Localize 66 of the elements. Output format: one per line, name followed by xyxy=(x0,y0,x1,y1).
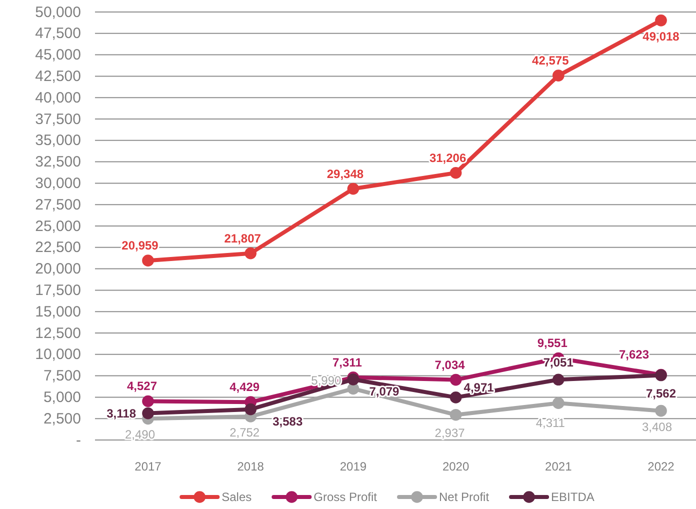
x-tick-label: 2020 xyxy=(442,460,470,474)
data-label: 3,118 xyxy=(106,406,136,420)
point xyxy=(142,407,154,420)
data-label: 29,348 xyxy=(326,166,364,181)
x-tick-label: 2021 xyxy=(545,460,572,474)
data-label: 2,752 xyxy=(230,425,260,440)
y-tick-label: 2,500 xyxy=(43,410,81,428)
y-tick-label: 12,500 xyxy=(35,324,81,342)
x-tick-label: 2017 xyxy=(134,460,162,474)
point xyxy=(552,374,564,386)
data-label: 7,623 xyxy=(618,348,650,362)
point xyxy=(142,395,154,408)
legend-label: Net Profit xyxy=(439,490,490,504)
point xyxy=(450,392,462,404)
x-tick-label: 2022 xyxy=(648,460,675,474)
y-tick-label: 45,000 xyxy=(35,46,81,64)
y-tick-label: 20,000 xyxy=(35,260,81,278)
data-label: 4,311 xyxy=(536,416,566,430)
data-label: 31,206 xyxy=(429,150,466,165)
y-tick-label: 37,500 xyxy=(35,110,81,128)
y-tick-label: - xyxy=(76,432,81,449)
y-tick-label: 50,000 xyxy=(35,4,81,21)
point xyxy=(450,166,462,179)
data-label: 21,807 xyxy=(224,231,262,246)
point xyxy=(244,403,257,416)
legend-label: Gross Profit xyxy=(314,490,378,504)
point xyxy=(655,404,667,417)
y-tick-label: 25,000 xyxy=(35,218,81,235)
data-label: 4,527 xyxy=(126,379,158,394)
x-tick-label: 2019 xyxy=(340,460,367,474)
data-label: 2,490 xyxy=(124,428,156,442)
y-tick-label: 15,000 xyxy=(35,303,81,320)
y-tick-label: 35,000 xyxy=(35,132,81,150)
y-tick-label: 47,500 xyxy=(35,25,81,42)
y-tick-label: 5,000 xyxy=(43,389,81,406)
data-label: 7,079 xyxy=(369,384,400,398)
data-label: 4,429 xyxy=(230,380,260,394)
data-label: 7,034 xyxy=(434,358,466,372)
y-tick-label: 7,500 xyxy=(43,368,81,385)
point xyxy=(552,70,564,82)
legend-label: Sales xyxy=(222,490,252,504)
point xyxy=(244,247,257,260)
data-label: 3,408 xyxy=(642,420,672,434)
y-tick-label: 10,000 xyxy=(35,346,81,364)
y-tick-label: 40,000 xyxy=(35,89,81,106)
data-label: 7,562 xyxy=(646,386,676,400)
y-tick-label: 32,500 xyxy=(35,154,81,171)
legend-label: EBITDA xyxy=(551,490,594,504)
data-label: 9,551 xyxy=(537,336,568,350)
y-tick-label: 27,500 xyxy=(35,196,81,214)
data-label: 3,583 xyxy=(272,414,303,428)
y-tick-label: 30,000 xyxy=(35,175,81,192)
data-label: 42,575 xyxy=(532,54,570,68)
point xyxy=(450,408,462,421)
data-label: 2,937 xyxy=(434,426,466,440)
data-label: 49,018 xyxy=(642,29,680,44)
y-tick-label: 17,500 xyxy=(35,282,81,299)
point xyxy=(142,254,154,266)
point xyxy=(552,397,564,410)
point xyxy=(655,14,667,26)
data-label: 7,311 xyxy=(332,355,362,370)
point xyxy=(347,182,360,195)
x-tick-label: 2018 xyxy=(237,460,264,474)
y-tick-label: 22,500 xyxy=(35,239,81,256)
point xyxy=(450,374,462,386)
y-tick-label: 42,500 xyxy=(35,68,81,85)
